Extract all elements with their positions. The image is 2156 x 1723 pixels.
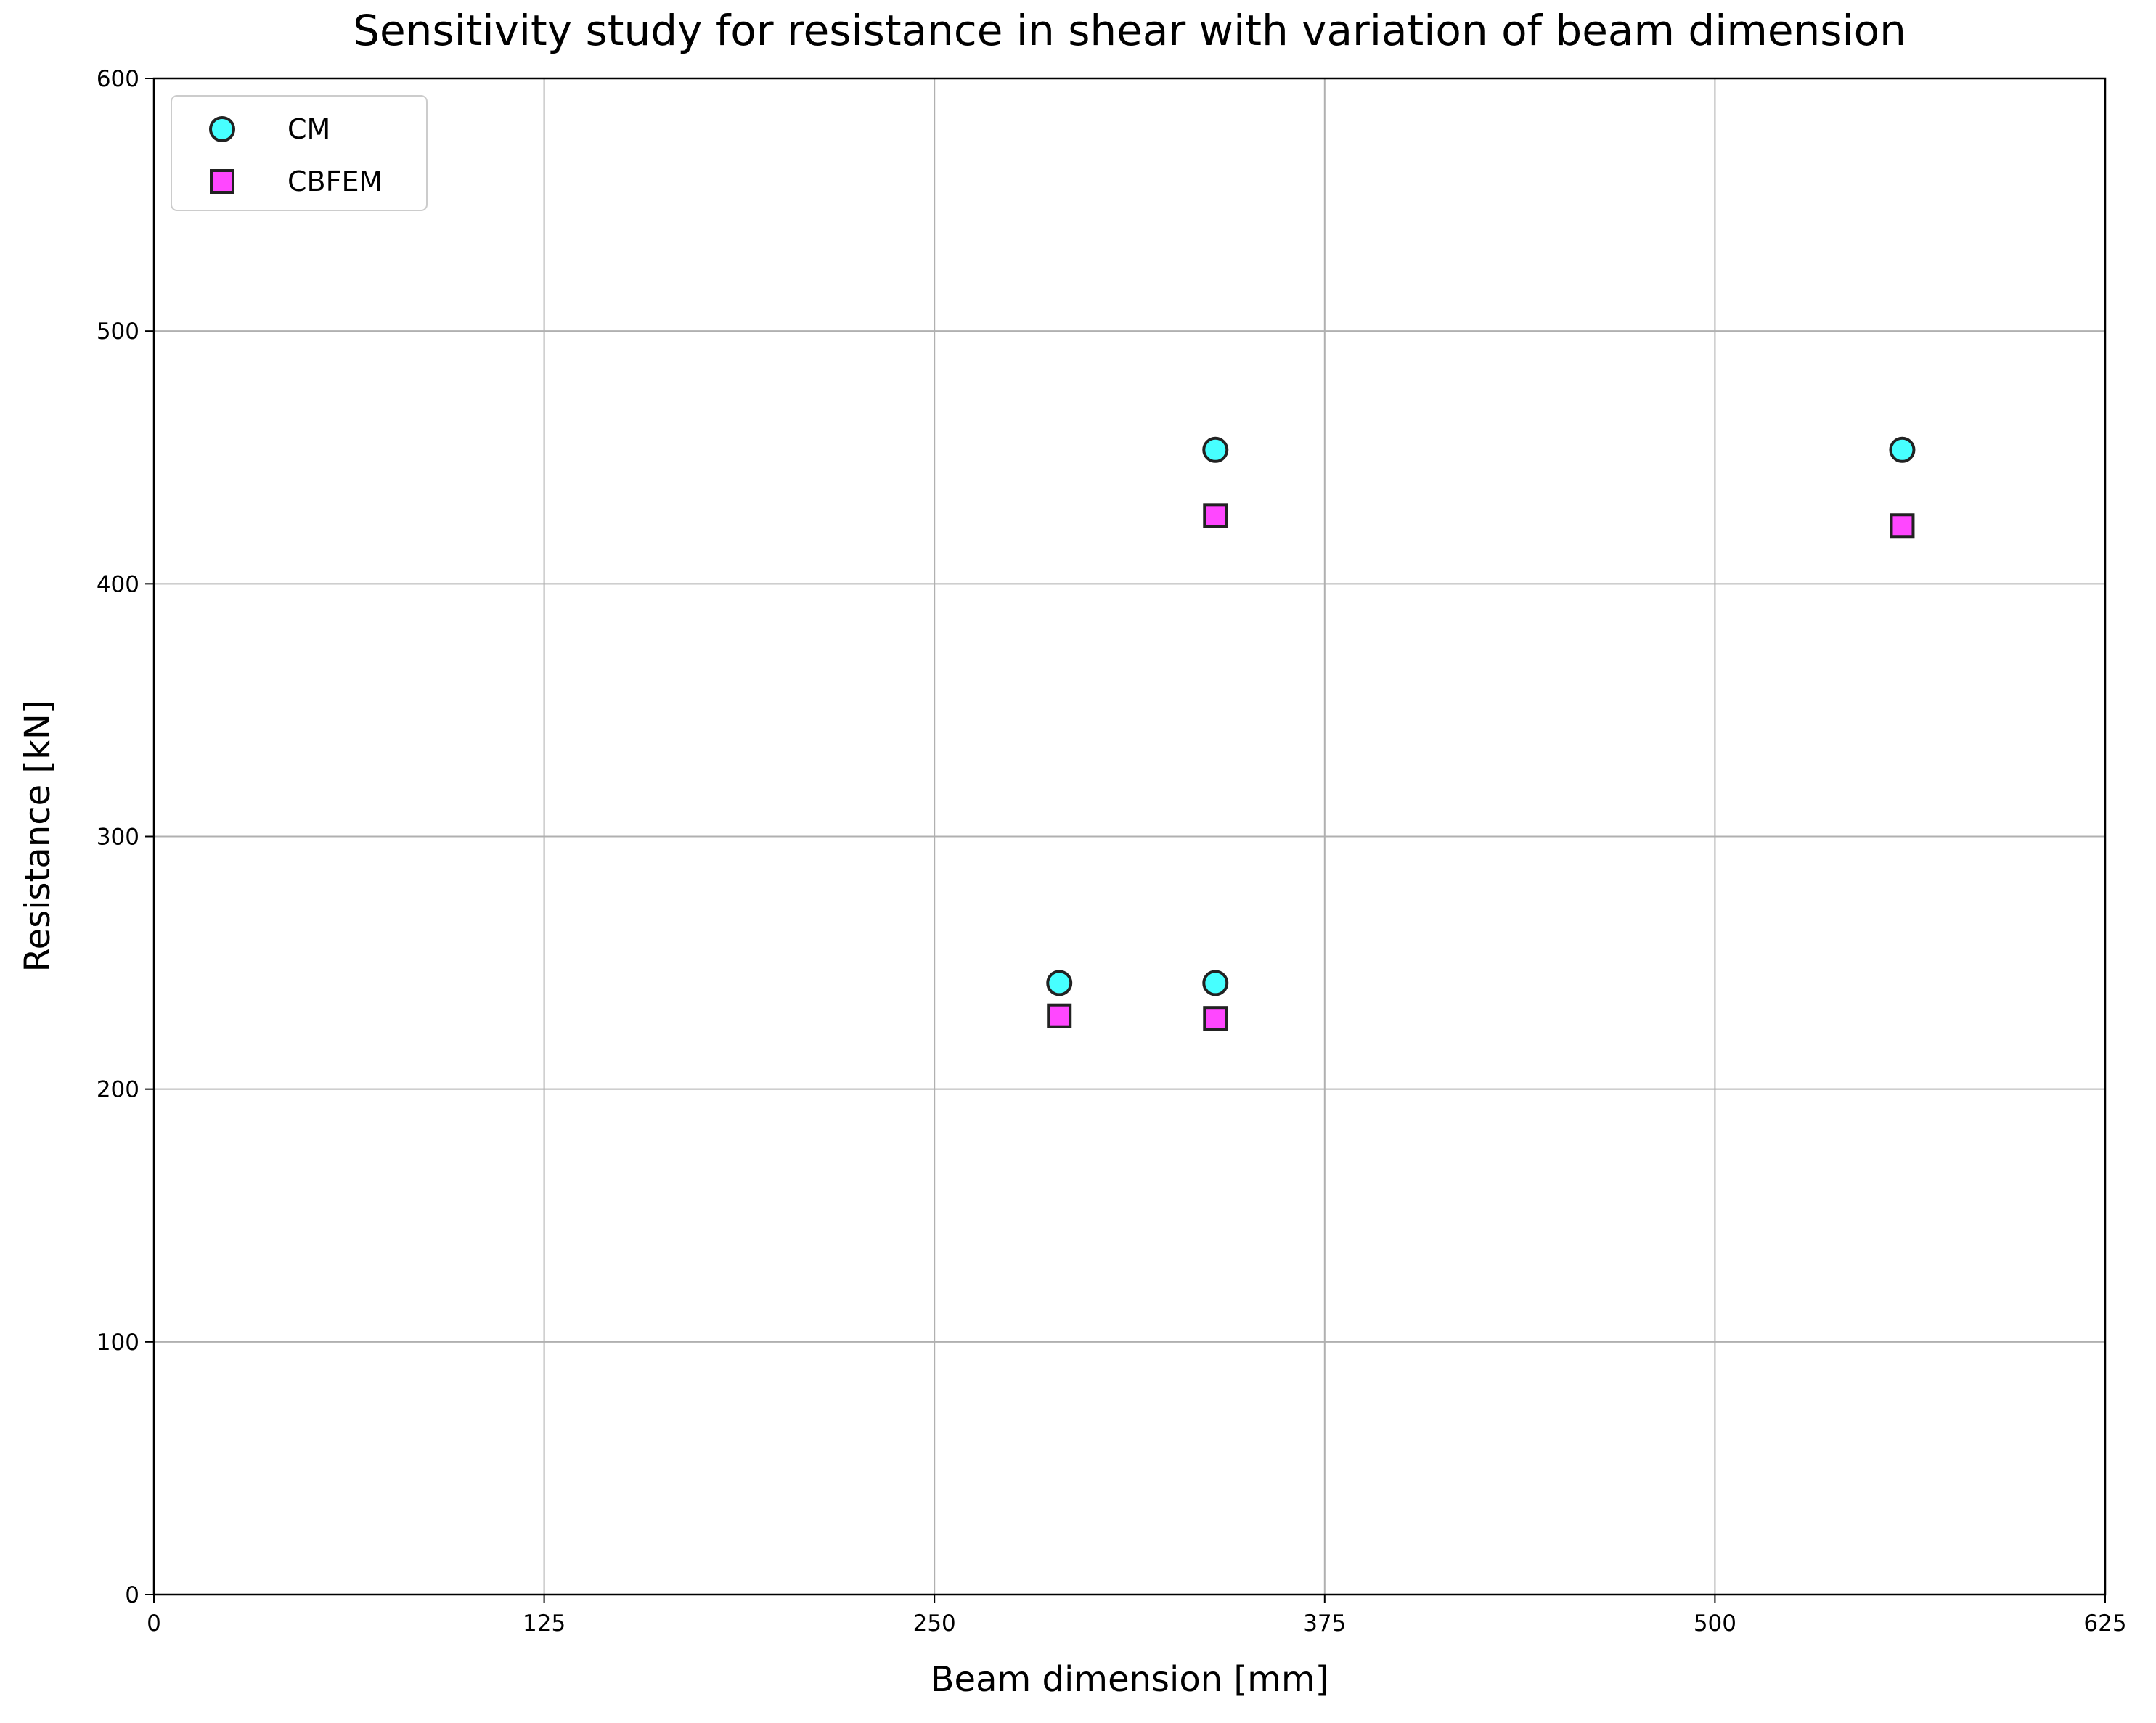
- legend-marker: [209, 116, 235, 142]
- data-point: [1047, 1003, 1072, 1028]
- x-tick-label: 0: [147, 1611, 161, 1637]
- chart-title: Sensitivity study for resistance in shea…: [353, 6, 1906, 55]
- data-point: [1202, 436, 1229, 463]
- y-tick-label: 200: [97, 1077, 139, 1103]
- data-point: [1046, 970, 1073, 996]
- data-point: [1889, 436, 1916, 463]
- y-tick-label: 500: [97, 319, 139, 345]
- y-tick-label: 100: [97, 1330, 139, 1356]
- x-axis-label: Beam dimension [mm]: [931, 1659, 1329, 1700]
- y-tick-label: 600: [97, 66, 139, 92]
- y-tick-label: 0: [125, 1582, 139, 1608]
- data-point: [1203, 503, 1228, 528]
- legend-marker: [210, 169, 234, 194]
- y-tick-label: 400: [97, 571, 139, 597]
- x-tick-label: 625: [2083, 1611, 2126, 1637]
- x-tick-label: 375: [1303, 1611, 1346, 1637]
- legend-label: CBFEM: [287, 165, 383, 197]
- data-point: [1202, 970, 1229, 996]
- x-tick-label: 500: [1694, 1611, 1736, 1637]
- plot-frame: [152, 77, 2107, 1596]
- y-axis-label: Resistance [kN]: [17, 700, 58, 972]
- x-tick-label: 125: [523, 1611, 565, 1637]
- x-tick-label: 250: [913, 1611, 956, 1637]
- legend-label: CM: [287, 113, 330, 145]
- data-point: [1203, 1006, 1228, 1031]
- legend-box: [171, 95, 428, 211]
- data-point: [1890, 513, 1915, 539]
- y-tick-label: 300: [97, 824, 139, 851]
